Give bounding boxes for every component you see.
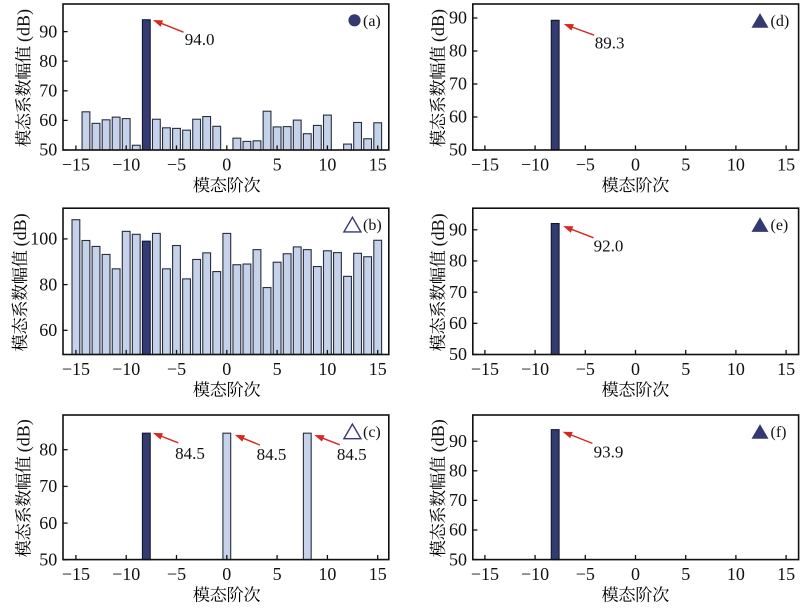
svg-text:(dB): (dB) xyxy=(428,419,449,452)
svg-text:80: 80 xyxy=(39,274,57,294)
svg-text:15: 15 xyxy=(777,155,795,175)
svg-text:93.9: 93.9 xyxy=(594,443,624,462)
svg-text:60: 60 xyxy=(449,313,467,333)
svg-text:15: 15 xyxy=(369,155,387,175)
svg-text:(f): (f) xyxy=(771,424,787,441)
svg-text:(e): (e) xyxy=(771,217,789,234)
svg-text:70: 70 xyxy=(449,282,467,302)
svg-text:90: 90 xyxy=(449,431,467,451)
svg-text:−5: −5 xyxy=(167,359,186,379)
svg-text:0: 0 xyxy=(222,155,231,175)
svg-text:−15: −15 xyxy=(471,155,499,175)
svg-text:−5: −5 xyxy=(576,155,595,175)
svg-text:84.5: 84.5 xyxy=(257,445,287,464)
svg-text:10: 10 xyxy=(727,359,745,379)
svg-text:(dB): (dB) xyxy=(428,9,449,42)
svg-text:0: 0 xyxy=(222,564,231,584)
svg-text:10: 10 xyxy=(318,155,336,175)
svg-text:−15: −15 xyxy=(62,155,90,175)
svg-text:5: 5 xyxy=(681,155,690,175)
svg-text:15: 15 xyxy=(777,564,795,584)
svg-text:70: 70 xyxy=(39,476,57,496)
svg-text:60: 60 xyxy=(449,107,467,127)
svg-text:−5: −5 xyxy=(576,359,595,379)
svg-text:10: 10 xyxy=(727,564,745,584)
svg-text:0: 0 xyxy=(631,155,640,175)
svg-text:5: 5 xyxy=(681,359,690,379)
svg-text:10: 10 xyxy=(318,359,336,379)
svg-text:60: 60 xyxy=(449,520,467,540)
svg-text:92.0: 92.0 xyxy=(594,237,624,256)
svg-text:−5: −5 xyxy=(576,564,595,584)
svg-text:50: 50 xyxy=(449,344,467,364)
svg-text:(dB): (dB) xyxy=(14,9,35,42)
svg-text:15: 15 xyxy=(369,359,387,379)
svg-text:90: 90 xyxy=(449,219,467,239)
svg-text:(d): (d) xyxy=(771,13,790,30)
svg-text:5: 5 xyxy=(273,155,282,175)
svg-text:−10: −10 xyxy=(112,564,140,584)
svg-text:94.0: 94.0 xyxy=(185,30,215,49)
svg-text:60: 60 xyxy=(39,320,57,340)
svg-text:80: 80 xyxy=(449,41,467,61)
svg-text:80: 80 xyxy=(449,251,467,271)
svg-text:84.5: 84.5 xyxy=(337,445,367,464)
svg-text:−15: −15 xyxy=(62,564,90,584)
svg-text:(dB): (dB) xyxy=(10,213,31,246)
svg-text:80: 80 xyxy=(39,439,57,459)
svg-text:10: 10 xyxy=(727,155,745,175)
svg-text:−5: −5 xyxy=(167,564,186,584)
svg-text:50: 50 xyxy=(39,140,57,160)
svg-text:(c): (c) xyxy=(363,424,381,441)
svg-text:80: 80 xyxy=(449,461,467,481)
svg-text:50: 50 xyxy=(449,140,467,160)
svg-text:0: 0 xyxy=(631,359,640,379)
svg-text:0: 0 xyxy=(631,564,640,584)
svg-text:10: 10 xyxy=(318,564,336,584)
svg-text:−10: −10 xyxy=(112,155,140,175)
svg-text:84.5: 84.5 xyxy=(175,444,205,463)
svg-text:−15: −15 xyxy=(471,359,499,379)
svg-text:60: 60 xyxy=(39,110,57,130)
svg-text:50: 50 xyxy=(449,549,467,569)
svg-text:100: 100 xyxy=(30,229,57,249)
svg-text:(dB): (dB) xyxy=(14,419,35,452)
svg-text:(a): (a) xyxy=(363,13,381,30)
svg-text:70: 70 xyxy=(449,74,467,94)
svg-text:−10: −10 xyxy=(521,564,549,584)
svg-text:80: 80 xyxy=(39,51,57,71)
svg-text:0: 0 xyxy=(222,359,231,379)
svg-text:50: 50 xyxy=(39,550,57,570)
svg-text:89.3: 89.3 xyxy=(595,34,625,53)
svg-text:−10: −10 xyxy=(112,359,140,379)
svg-text:70: 70 xyxy=(39,81,57,101)
svg-text:−5: −5 xyxy=(167,155,186,175)
svg-text:15: 15 xyxy=(369,564,387,584)
svg-text:−10: −10 xyxy=(521,359,549,379)
svg-text:15: 15 xyxy=(777,359,795,379)
svg-text:70: 70 xyxy=(449,490,467,510)
svg-text:5: 5 xyxy=(681,564,690,584)
svg-text:5: 5 xyxy=(273,359,282,379)
svg-text:−15: −15 xyxy=(471,564,499,584)
svg-text:−10: −10 xyxy=(521,155,549,175)
svg-text:90: 90 xyxy=(449,8,467,28)
svg-text:−15: −15 xyxy=(62,359,90,379)
svg-text:5: 5 xyxy=(273,564,282,584)
svg-text:(b): (b) xyxy=(363,217,382,234)
svg-text:(dB): (dB) xyxy=(428,213,449,246)
svg-text:60: 60 xyxy=(39,513,57,533)
svg-text:90: 90 xyxy=(39,21,57,41)
